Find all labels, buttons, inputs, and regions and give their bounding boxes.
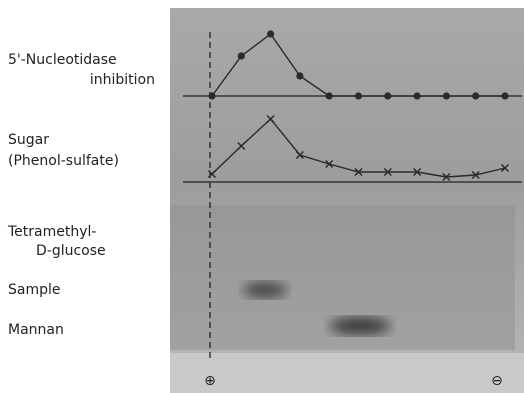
electrode: ⊕ (204, 373, 216, 389)
lane-label: Tetramethyl- (7, 224, 96, 240)
point (414, 92, 421, 99)
row-label: 5'-Nucleotidase (8, 52, 117, 68)
point (326, 92, 333, 99)
point (355, 92, 362, 99)
gel-edge (170, 353, 524, 393)
electrode: ⊖ (491, 373, 503, 389)
mannan-band (330, 317, 390, 335)
point (296, 72, 303, 79)
point (267, 30, 274, 37)
sample-band (243, 282, 287, 298)
point (472, 92, 479, 99)
lane-label: D-glucose (36, 243, 106, 259)
point (443, 92, 450, 99)
point (238, 52, 245, 59)
figure: 5'-Nucleotidase inhibition Sugar (Phenol-su… (0, 0, 524, 393)
point (208, 92, 215, 99)
row-label: Sugar (8, 132, 49, 148)
row-label: (Phenol-sulfate) (8, 153, 119, 169)
lane-label: Sample (8, 282, 61, 298)
row-label: inhibition (90, 72, 155, 88)
point (501, 92, 508, 99)
lane-label: Mannan (8, 322, 64, 338)
point (384, 92, 391, 99)
